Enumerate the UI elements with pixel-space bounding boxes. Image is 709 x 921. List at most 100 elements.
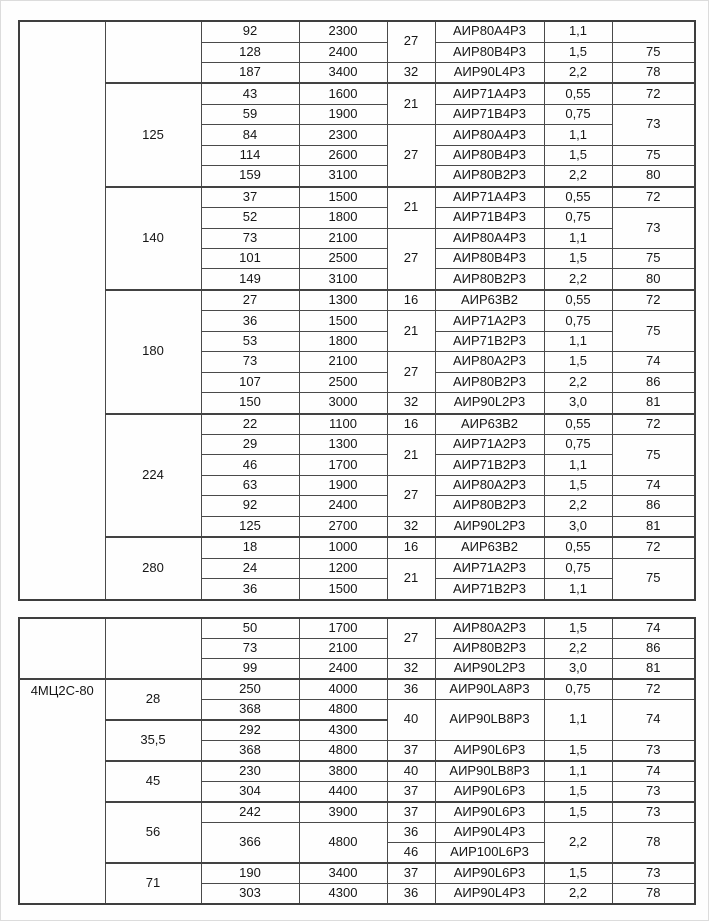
motor-cell: АИР90L6Р3 <box>434 739 545 762</box>
value-cell: 73 <box>611 207 696 249</box>
value-cell: 1300 <box>298 288 388 312</box>
value-cell: 37 <box>386 781 436 803</box>
value-cell: 72 <box>611 288 696 312</box>
value-cell: 2300 <box>298 20 388 43</box>
value-cell: 1,1 <box>543 698 613 741</box>
table-row: 92 2400 АИР80В2Р3 2,2 86 <box>19 495 696 517</box>
value-cell: 1900 <box>298 474 388 497</box>
value-cell: 21 <box>386 82 436 126</box>
value-cell: 81 <box>611 392 696 415</box>
ratio-cell: 180 <box>104 288 202 415</box>
value-cell: 92 <box>200 20 300 43</box>
table-row: 52 1800 АИР71В4Р3 0,75 73 <box>19 207 696 249</box>
value-cell: 3000 <box>298 392 388 415</box>
motor-cell: АИР71А2Р3 <box>434 310 545 332</box>
motor-cell: АИР80А2Р3 <box>434 617 545 640</box>
model-cell <box>18 20 106 601</box>
value-cell: 86 <box>611 638 696 659</box>
value-cell: 27 <box>386 617 436 659</box>
value-cell: 3800 <box>298 760 388 782</box>
value-cell: 2,2 <box>543 495 613 517</box>
value-cell: 2100 <box>298 227 388 250</box>
table-row: 125 43 1600 21 АИР71А4Р3 0,55 72 <box>19 82 696 188</box>
value-cell: 27 <box>386 20 436 63</box>
value-cell: 27 <box>386 227 436 291</box>
motor-cell: АИР80В4Р3 <box>434 247 545 270</box>
value-cell: 4800 <box>298 822 388 864</box>
value-cell: 21 <box>386 185 436 229</box>
value-cell: 0,55 <box>543 82 613 105</box>
motor-cell: АИР80В2Р3 <box>434 495 545 517</box>
value-cell: 242 <box>200 801 300 824</box>
value-cell: 303 <box>200 882 300 905</box>
ratio-cell: 45 <box>104 759 202 803</box>
value-cell: 4800 <box>298 739 388 762</box>
value-cell: 73 <box>200 638 300 659</box>
value-cell: 1,1 <box>543 578 613 601</box>
model-cell <box>18 617 106 680</box>
motor-cell: АИР71В2Р3 <box>434 330 545 353</box>
motor-cell: АИР90LA8Р3 <box>434 677 545 700</box>
value-cell: 99 <box>200 657 300 680</box>
value-cell: 21 <box>386 557 436 601</box>
value-cell: 27 <box>200 288 300 312</box>
model-cell: 4МЦ2С-80 <box>18 677 106 905</box>
value-cell: 2500 <box>298 247 388 270</box>
value-cell: 75 <box>611 247 696 270</box>
motor-cell: АИР80А4Р3 <box>434 20 545 43</box>
table-row: 36 1500 АИР71В2Р3 1,1 <box>19 578 695 601</box>
motor-cell: АИР80А2Р3 <box>434 351 545 373</box>
table-row: 303 4300 36 АИР90L4Р3 2,2 78 <box>19 882 696 905</box>
value-cell: 1300 <box>298 434 388 456</box>
table-row: 101 2500 АИР80В4Р3 1,5 75 <box>19 247 696 270</box>
value-cell: 32 <box>386 392 436 415</box>
value-cell: 2100 <box>298 638 388 659</box>
value-cell: 29 <box>200 434 300 456</box>
value-cell: 72 <box>611 536 696 559</box>
value-cell: 73 <box>200 351 300 373</box>
value-cell: 1500 <box>298 185 388 209</box>
value-cell: 0,75 <box>543 103 613 126</box>
value-cell: 74 <box>611 760 696 782</box>
value-cell: 304 <box>200 781 300 803</box>
value-cell: 230 <box>200 760 300 782</box>
motor-cell: АИР71В4Р3 <box>434 207 545 229</box>
value-cell: 0,55 <box>543 288 613 312</box>
motor-cell: АИР90L4Р3 <box>434 822 545 843</box>
value-cell: 1700 <box>298 454 388 476</box>
value-cell: 2,2 <box>543 882 613 905</box>
value-cell: 1,5 <box>543 617 613 640</box>
ratio-cell: 28 <box>104 677 202 721</box>
motor-cell: АИР80А4Р3 <box>434 124 545 146</box>
value-cell: 292 <box>200 718 300 741</box>
value-cell: 73 <box>611 861 696 884</box>
spec-table-upper: 92 2300 27 АИР80А4Р3 1,1 128 2400 АИР80В4Р3 1,5 7… <box>18 20 696 601</box>
value-cell: 3100 <box>298 165 388 188</box>
value-cell: 1,1 <box>543 227 613 250</box>
value-cell: 1200 <box>298 557 388 580</box>
value-cell: 3,0 <box>543 515 613 538</box>
value-cell: 16 <box>386 536 436 559</box>
table-row: 149 3100 АИР80В2Р3 2,2 80 <box>19 268 696 291</box>
value-cell: 92 <box>200 495 300 517</box>
value-cell: 36 <box>200 578 300 601</box>
motor-cell: АИР80В2Р3 <box>434 165 545 188</box>
motor-cell: АИР71В4Р3 <box>434 103 545 126</box>
ratio-cell <box>104 20 202 84</box>
value-cell: 21 <box>386 434 436 476</box>
ratio-cell: 35,5 <box>104 718 202 762</box>
value-cell: 4800 <box>298 698 388 721</box>
value-cell: 1,5 <box>543 474 613 497</box>
value-cell: 1,1 <box>543 454 613 476</box>
value-cell: 37 <box>386 801 436 824</box>
value-cell: 1500 <box>298 578 388 601</box>
value-cell: 18 <box>200 536 300 559</box>
value-cell: 40 <box>386 760 436 782</box>
value-cell: 50 <box>200 617 300 640</box>
value-cell: 78 <box>611 882 696 905</box>
value-cell: 21 <box>386 310 436 353</box>
value-cell: 72 <box>611 82 696 105</box>
value-cell: 75 <box>611 144 696 167</box>
value-cell: 2,2 <box>543 165 613 188</box>
